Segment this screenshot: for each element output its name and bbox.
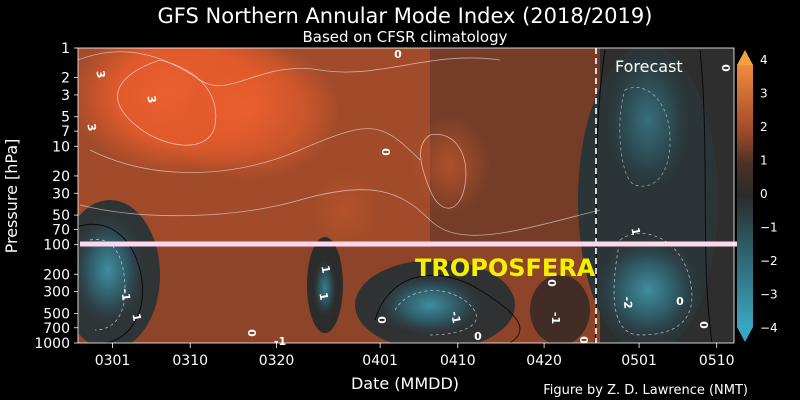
colorbar-bar bbox=[737, 65, 753, 327]
x-tick-label: 0310 bbox=[172, 353, 208, 369]
colorbar-tick-label: −1 bbox=[760, 221, 778, 235]
colorbar-tick-label: 0 bbox=[760, 187, 768, 201]
colorbar-bottom-arrow bbox=[737, 327, 753, 342]
y-tick-label: 1000 bbox=[34, 336, 70, 352]
field-april-negative bbox=[375, 273, 485, 337]
field-mid-positive bbox=[310, 170, 380, 250]
contour-label: 3 bbox=[84, 122, 98, 132]
colorbar-tick-label: 4 bbox=[760, 53, 768, 67]
y-tick-label: 10 bbox=[52, 139, 70, 155]
y-tick-label: 30 bbox=[52, 186, 70, 202]
forecast-label: Forecast bbox=[615, 57, 683, 76]
y-tick-label: 1 bbox=[61, 41, 70, 57]
x-tick-label: 0320 bbox=[259, 353, 295, 369]
field-positive-max-2 bbox=[160, 48, 340, 180]
contour-labels: 3 3 3 0 0 1 1 1 -1 0 0 -1 0 0 -1 0 -2 1 0 0 0 -1 bbox=[84, 48, 732, 348]
contour-label: 1 bbox=[316, 291, 330, 301]
colorbar: 4 3 2 1 0 −1 −2 −3 −4 bbox=[737, 50, 778, 342]
colorbar-tick-label: −4 bbox=[760, 321, 778, 335]
contour-label: 1 bbox=[318, 264, 332, 274]
contour-label: 0 bbox=[577, 336, 590, 344]
x-tick-label: 0501 bbox=[621, 353, 657, 369]
contour-label: -2 bbox=[620, 296, 634, 309]
y-tick-label: 5 bbox=[61, 110, 70, 126]
y-tick-label: 3 bbox=[61, 88, 70, 104]
contour-label: -1 bbox=[448, 310, 463, 324]
contour-label: 3 bbox=[144, 94, 158, 104]
field-late-march-negative bbox=[313, 258, 337, 318]
figure-credit: Figure by Z. D. Lawrence (NMT) bbox=[543, 383, 748, 398]
colorbar-tick-label: 3 bbox=[760, 87, 768, 101]
y-tick-label: 70 bbox=[52, 222, 70, 238]
contour-label: 0 bbox=[394, 48, 402, 61]
contour-label: 0 bbox=[379, 148, 392, 156]
x-tick-label: 0301 bbox=[95, 353, 131, 369]
field-early-trop-negative bbox=[78, 212, 146, 328]
y-tick-label: 700 bbox=[43, 321, 70, 337]
chart-subtitle: Based on CFSR climatology bbox=[302, 28, 507, 46]
contour-label: 0 bbox=[676, 295, 684, 308]
plot-frame bbox=[77, 47, 735, 344]
contour-label: 3 bbox=[93, 69, 107, 79]
contour-label: 1 bbox=[129, 312, 143, 322]
contour-label: 0 bbox=[719, 64, 732, 72]
field-forecast-trop-negative bbox=[593, 235, 703, 343]
heatmap-field bbox=[78, 48, 734, 343]
y-tick-label: 20 bbox=[52, 169, 70, 185]
y-tick-label: 500 bbox=[43, 306, 70, 322]
colorbar-ticks: 4 3 2 1 0 −1 −2 −3 −4 bbox=[760, 53, 778, 335]
contour-label: 1 bbox=[628, 226, 642, 236]
contour-label: 0 bbox=[474, 330, 482, 343]
colorbar-tick-label: −2 bbox=[760, 254, 778, 268]
y-tick-label: 7 bbox=[61, 124, 70, 140]
x-axis-label: Date (MMDD) bbox=[351, 374, 459, 393]
chart-title: GFS Northern Annular Mode Index (2018/20… bbox=[158, 4, 653, 28]
x-tick-label: 0510 bbox=[699, 353, 735, 369]
colorbar-top-arrow bbox=[737, 50, 753, 65]
y-tick-label: 100 bbox=[43, 238, 70, 254]
colorbar-tick-label: −3 bbox=[760, 288, 778, 302]
field-late-april-weak bbox=[530, 275, 590, 343]
x-tick-label: 0410 bbox=[440, 353, 476, 369]
colorbar-tick-label: 2 bbox=[760, 120, 768, 134]
contour-label: -1 bbox=[274, 335, 286, 348]
field-forecast-strat-negative bbox=[603, 48, 693, 195]
y-tick-label: 300 bbox=[43, 285, 70, 301]
contour-label: 0 bbox=[545, 279, 558, 287]
x-axis-ticks: 0301 0310 0320 0401 0410 0420 0501 0510 bbox=[95, 343, 735, 369]
contour-label: 0 bbox=[375, 316, 388, 324]
y-tick-label: 2 bbox=[61, 71, 70, 87]
x-tick-label: 0420 bbox=[526, 353, 562, 369]
y-tick-label: 200 bbox=[43, 267, 70, 283]
contour-label: 0 bbox=[245, 329, 258, 337]
contour-label: -1 bbox=[118, 288, 132, 301]
y-axis-label: Pressure [hPa] bbox=[2, 139, 21, 254]
colorbar-tick-label: 1 bbox=[760, 154, 768, 168]
y-tick-label: 50 bbox=[52, 208, 70, 224]
contour-label: 0 bbox=[697, 321, 710, 329]
contour-label: -1 bbox=[549, 312, 562, 324]
troposphere-highlight-label: TROPOSFERA bbox=[415, 254, 596, 282]
x-tick-label: 0401 bbox=[362, 353, 398, 369]
